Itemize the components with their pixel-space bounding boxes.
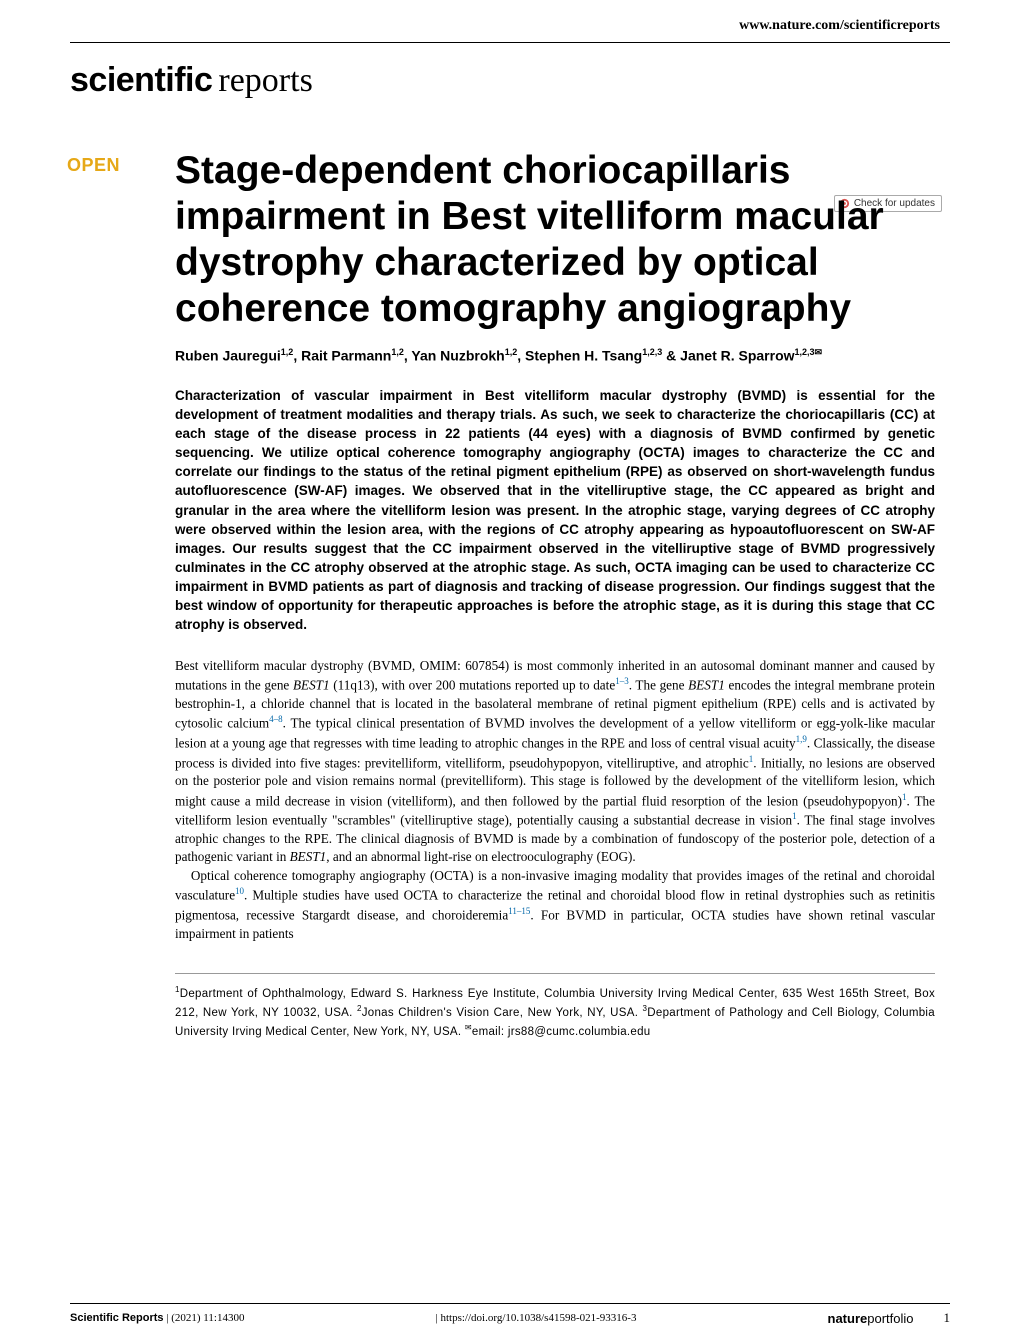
article-area: OPEN Stage-dependent choriocapillaris im… <box>75 148 945 1040</box>
body-text-span: , and an abnormal light-rise on electroo… <box>326 849 635 864</box>
citation-ref[interactable]: 4–8 <box>269 714 283 724</box>
body-text-span: (11q13), with over 200 mutations reporte… <box>330 677 616 692</box>
citation-ref[interactable]: 1,9 <box>796 734 807 744</box>
footer-left: Scientific Reports | (2021) 11:14300 <box>70 1312 244 1324</box>
journal-logo-reports: reports <box>218 62 312 99</box>
affil-email[interactable]: jrs88@cumc.columbia.edu <box>508 1025 651 1037</box>
footer-issue: (2021) 11:14300 <box>171 1312 244 1324</box>
body-paragraph-2: Optical coherence tomography angiography… <box>175 867 935 943</box>
np-portfolio: portfolio <box>867 1311 913 1326</box>
page-number: 1 <box>944 1310 951 1326</box>
gene-italic: BEST1 <box>293 677 330 692</box>
journal-logo-scientific: scientific <box>70 61 212 99</box>
citation-ref[interactable]: 1–3 <box>615 676 629 686</box>
nature-portfolio-logo: natureportfolio <box>828 1311 914 1326</box>
footer-center: | https://doi.org/10.1038/s41598-021-933… <box>436 1312 637 1324</box>
affil-email-label: email: <box>472 1025 508 1037</box>
affil-sup: ✉ <box>465 1023 472 1032</box>
article-title: Stage-dependent choriocapillaris impairm… <box>175 148 935 332</box>
body-paragraph-1: Best vitelliform macular dystrophy (BVMD… <box>175 657 935 867</box>
affil-text: Jonas Children's Vision Care, New York, … <box>362 1007 643 1019</box>
footer-right: natureportfolio 1 <box>828 1310 950 1326</box>
body-text-span: . The gene <box>629 677 688 692</box>
journal-logo: scientificreports <box>0 43 1020 100</box>
citation-ref[interactable]: 10 <box>235 886 244 896</box>
gene-italic: BEST1 <box>688 677 725 692</box>
open-badge: OPEN <box>67 155 120 176</box>
page-footer: Scientific Reports | (2021) 11:14300 | h… <box>70 1303 950 1326</box>
body-text: Best vitelliform macular dystrophy (BVMD… <box>175 657 935 943</box>
np-nature: nature <box>828 1311 868 1326</box>
author-list: Ruben Jauregui1,2, Rait Parmann1,2, Yan … <box>175 346 935 366</box>
header-url: www.nature.com/scientificreports <box>0 0 1020 42</box>
gene-italic: BEST1 <box>290 849 327 864</box>
abstract: Characterization of vascular impairment … <box>175 386 935 635</box>
affiliations: 1Department of Ophthalmology, Edward S. … <box>175 973 935 1041</box>
citation-ref[interactable]: 11–15 <box>508 906 530 916</box>
footer-doi[interactable]: https://doi.org/10.1038/s41598-021-93316… <box>440 1312 636 1324</box>
footer-journal: Scientific Reports <box>70 1312 164 1324</box>
